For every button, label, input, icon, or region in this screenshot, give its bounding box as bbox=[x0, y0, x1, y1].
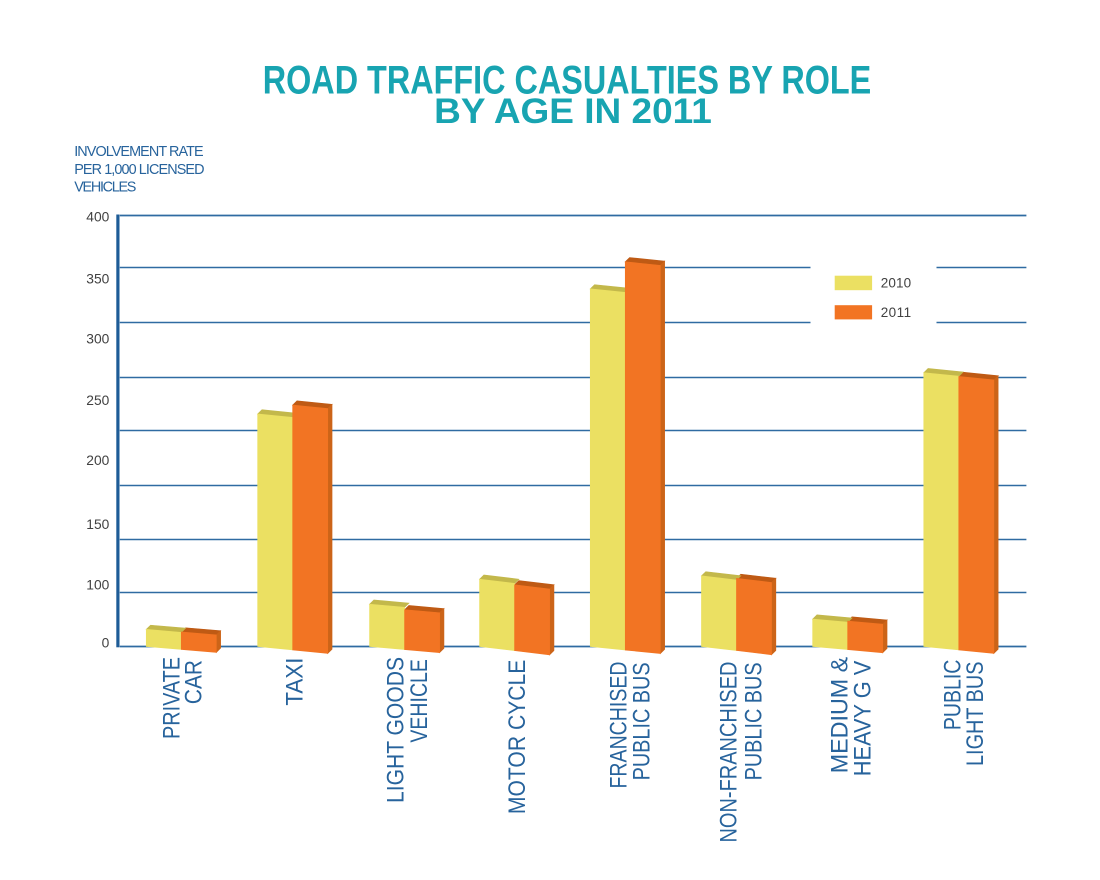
svg-text:2011: 2011 bbox=[881, 305, 911, 320]
svg-text:BY AGE IN 2011: BY AGE IN 2011 bbox=[434, 92, 712, 131]
svg-text:NON-FRANCHISED: NON-FRANCHISED bbox=[715, 662, 742, 843]
svg-text:CAR: CAR bbox=[181, 660, 208, 704]
svg-text:LIGHT BUS: LIGHT BUS bbox=[962, 662, 989, 767]
svg-text:MOTOR CYCLE: MOTOR CYCLE bbox=[504, 660, 531, 815]
svg-text:300: 300 bbox=[86, 331, 109, 346]
svg-text:150: 150 bbox=[86, 517, 109, 532]
svg-text:350: 350 bbox=[86, 271, 109, 286]
svg-text:MEDIUM &: MEDIUM & bbox=[827, 657, 854, 774]
svg-text:PUBLIC: PUBLIC bbox=[939, 660, 966, 731]
svg-text:TAXI: TAXI bbox=[282, 658, 309, 706]
svg-text:0: 0 bbox=[102, 636, 110, 651]
svg-text:VEHICLE: VEHICLE bbox=[406, 659, 433, 743]
svg-text:250: 250 bbox=[86, 393, 109, 408]
svg-text:100: 100 bbox=[86, 577, 109, 592]
svg-text:ROAD TRAFFIC CASUALTIES BY ROL: ROAD TRAFFIC CASUALTIES BY ROLE bbox=[263, 58, 872, 102]
svg-text:HEAVY G V: HEAVY G V bbox=[849, 660, 876, 776]
svg-text:400: 400 bbox=[86, 209, 109, 224]
svg-text:INVOLVEMENT RATE: INVOLVEMENT RATE bbox=[74, 144, 203, 160]
svg-text:PUBLIC BUS: PUBLIC BUS bbox=[741, 662, 768, 780]
svg-text:PUBLIC BUS: PUBLIC BUS bbox=[629, 662, 656, 780]
svg-text:PRIVATE: PRIVATE bbox=[158, 657, 185, 739]
svg-text:200: 200 bbox=[86, 453, 109, 468]
svg-text:VEHICLES: VEHICLES bbox=[74, 179, 136, 195]
svg-text:2010: 2010 bbox=[881, 275, 911, 290]
svg-text:FRANCHISED: FRANCHISED bbox=[605, 662, 632, 789]
svg-text:LIGHT GOODS: LIGHT GOODS bbox=[382, 657, 409, 803]
svg-text:PER 1,000 LICENSED: PER 1,000 LICENSED bbox=[74, 162, 204, 178]
